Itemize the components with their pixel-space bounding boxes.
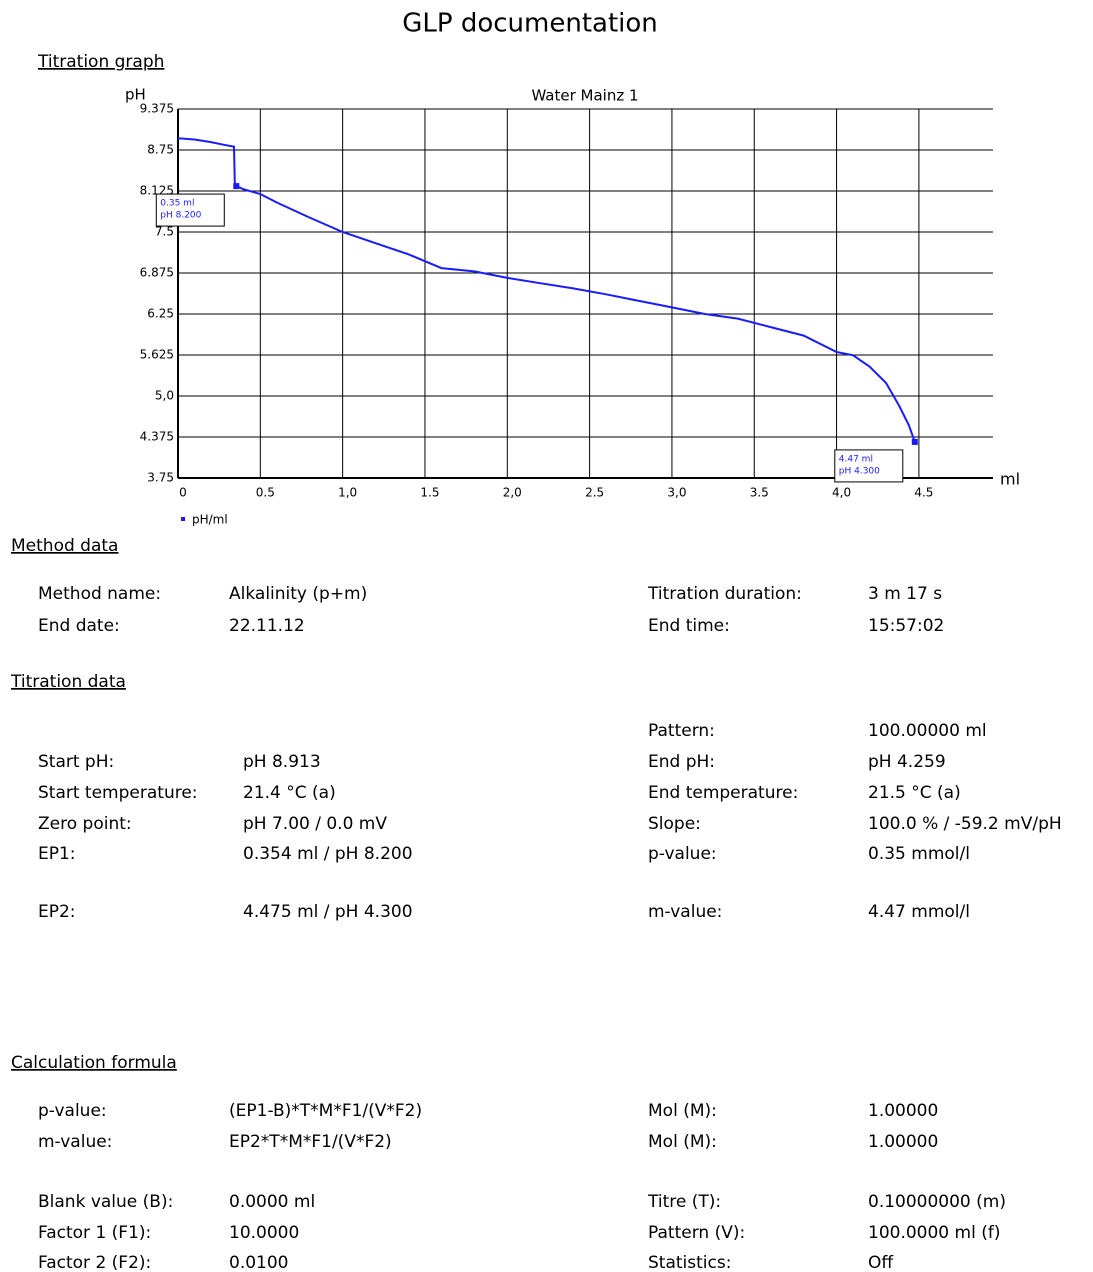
field-label: End time: bbox=[648, 616, 730, 636]
page-title: GLP documentation bbox=[402, 9, 658, 39]
field-label: Mol (M): bbox=[648, 1132, 717, 1152]
y-tick-label: 5,0 bbox=[155, 389, 174, 403]
field-value: 0.10000000 (m) bbox=[868, 1192, 1006, 1212]
end-point-marker bbox=[911, 438, 918, 445]
field-label: Mol (M): bbox=[648, 1101, 717, 1121]
y-tick-label: 3.75 bbox=[147, 471, 174, 485]
field-label: Pattern: bbox=[648, 721, 715, 741]
legend-label: pH/ml bbox=[192, 513, 228, 527]
annotation-text: 4.47 ml bbox=[839, 454, 873, 464]
field-value: pH 8.913 bbox=[243, 752, 321, 772]
field-label: End date: bbox=[38, 616, 120, 636]
field-value: Alkalinity (p+m) bbox=[229, 584, 367, 604]
field-value: 1.00000 bbox=[868, 1101, 938, 1121]
x-tick-label: 3,0 bbox=[667, 486, 686, 500]
x-tick-label: 1,0 bbox=[338, 486, 357, 500]
field-value: (EP1-B)*T*M*F1/(V*F2) bbox=[229, 1101, 422, 1121]
annotation-box bbox=[155, 193, 225, 227]
annotation-text: pH 4.300 bbox=[839, 466, 880, 476]
field-value: 0.354 ml / pH 8.200 bbox=[243, 844, 413, 864]
field-value: 100.0 % / -59.2 mV/pH bbox=[868, 814, 1062, 834]
field-label: End pH: bbox=[648, 752, 715, 772]
field-label: Start pH: bbox=[38, 752, 114, 772]
field-label: Pattern (V): bbox=[648, 1223, 745, 1243]
x-tick-label: 1.5 bbox=[420, 486, 439, 500]
field-label: EP1: bbox=[38, 844, 76, 864]
y-tick-label: 6.25 bbox=[147, 307, 174, 321]
field-label: Blank value (B): bbox=[38, 1192, 173, 1212]
y-tick-label: 5.625 bbox=[140, 348, 174, 362]
field-value: Off bbox=[868, 1253, 894, 1272]
field-value: 100.00000 ml bbox=[868, 721, 987, 741]
field-label: m-value: bbox=[648, 902, 722, 922]
legend-swatch bbox=[181, 517, 185, 521]
field-label: Method name: bbox=[38, 584, 161, 604]
field-value: 1.00000 bbox=[868, 1132, 938, 1152]
x-tick-label: 0 bbox=[179, 486, 187, 500]
section-heading: Method data bbox=[11, 536, 118, 556]
field-label: Factor 1 (F1): bbox=[38, 1223, 151, 1243]
field-value: 4.475 ml / pH 4.300 bbox=[243, 902, 413, 922]
y-tick-label: 8.75 bbox=[147, 143, 174, 157]
field-label: Start temperature: bbox=[38, 783, 198, 803]
x-tick-label: 2.5 bbox=[585, 486, 604, 500]
field-label: m-value: bbox=[38, 1132, 112, 1152]
section-heading: Calculation formula bbox=[11, 1053, 177, 1073]
field-value: 21.5 °C (a) bbox=[868, 783, 961, 803]
field-value: 4.47 mmol/l bbox=[868, 902, 970, 922]
field-value: 100.0000 ml (f) bbox=[868, 1223, 1000, 1243]
field-label: Titre (T): bbox=[647, 1192, 721, 1212]
end-point-marker bbox=[233, 183, 240, 190]
field-label: p-value: bbox=[648, 844, 717, 864]
field-value: 22.11.12 bbox=[229, 616, 305, 636]
y-tick-label: 6.875 bbox=[140, 266, 174, 280]
chart-title: Water Mainz 1 bbox=[531, 87, 638, 105]
y-tick-label: 9.375 bbox=[140, 102, 174, 116]
field-value: pH 7.00 / 0.0 mV bbox=[243, 814, 387, 834]
annotation-text: 0.35 ml bbox=[160, 199, 194, 209]
field-value: 3 m 17 s bbox=[868, 584, 942, 604]
field-value: 0.0100 bbox=[229, 1253, 288, 1272]
x-tick-label: 2,0 bbox=[503, 486, 522, 500]
field-label: Factor 2 (F2): bbox=[38, 1253, 151, 1272]
y-tick-label: 7.5 bbox=[155, 225, 174, 239]
x-tick-label: 4,0 bbox=[832, 486, 851, 500]
section-heading: Titration graph bbox=[37, 52, 164, 72]
field-value: 15:57:02 bbox=[868, 616, 944, 636]
field-value: 21.4 °C (a) bbox=[243, 783, 336, 803]
field-label: Titration duration: bbox=[647, 584, 802, 604]
field-label: EP2: bbox=[38, 902, 76, 922]
field-label: End temperature: bbox=[648, 783, 798, 803]
section-heading: Titration data bbox=[10, 672, 126, 692]
annotation-box bbox=[834, 449, 904, 483]
x-tick-label: 0.5 bbox=[256, 486, 275, 500]
field-value: 10.0000 bbox=[229, 1223, 299, 1243]
y-axis-label: pH bbox=[125, 86, 146, 104]
field-value: EP2*T*M*F1/(V*F2) bbox=[229, 1132, 392, 1152]
field-label: Slope: bbox=[648, 814, 701, 834]
x-tick-label: 3.5 bbox=[750, 486, 769, 500]
x-tick-label: 4.5 bbox=[914, 486, 933, 500]
field-value: 0.35 mmol/l bbox=[868, 844, 970, 864]
x-axis-label: ml bbox=[1000, 470, 1020, 489]
field-value: 0.0000 ml bbox=[229, 1192, 315, 1212]
field-label: Statistics: bbox=[648, 1253, 731, 1272]
field-label: Zero point: bbox=[38, 814, 132, 834]
annotation-text: pH 8.200 bbox=[160, 211, 201, 221]
y-tick-label: 4.375 bbox=[140, 430, 174, 444]
field-value: pH 4.259 bbox=[868, 752, 946, 772]
field-label: p-value: bbox=[38, 1101, 107, 1121]
